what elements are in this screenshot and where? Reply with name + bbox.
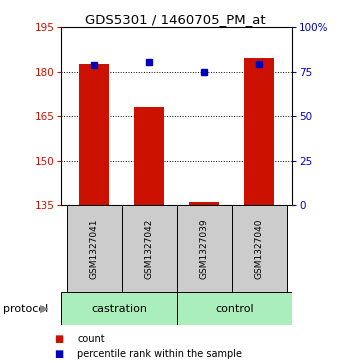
Text: GSM1327040: GSM1327040	[255, 219, 264, 279]
Text: ▶: ▶	[40, 303, 48, 314]
Bar	[232, 205, 287, 292]
Text: ■: ■	[54, 349, 63, 359]
Bar	[67, 205, 122, 292]
Bar	[189, 201, 219, 205]
Text: GSM1327041: GSM1327041	[90, 219, 99, 279]
Bar	[122, 205, 177, 292]
Text: GSM1327039: GSM1327039	[200, 218, 209, 279]
Text: GSM1327042: GSM1327042	[145, 219, 154, 279]
Text: count: count	[77, 334, 105, 344]
Bar	[177, 292, 292, 325]
Bar	[79, 64, 109, 205]
Bar	[244, 58, 274, 205]
Text: protocol: protocol	[4, 303, 49, 314]
Text: control: control	[215, 303, 254, 314]
Text: castration: castration	[91, 303, 147, 314]
Bar	[134, 107, 164, 205]
Text: percentile rank within the sample: percentile rank within the sample	[77, 349, 242, 359]
Text: ■: ■	[54, 334, 63, 344]
Text: GDS5301 / 1460705_PM_at: GDS5301 / 1460705_PM_at	[85, 13, 265, 26]
Bar	[177, 205, 232, 292]
Bar	[61, 292, 177, 325]
